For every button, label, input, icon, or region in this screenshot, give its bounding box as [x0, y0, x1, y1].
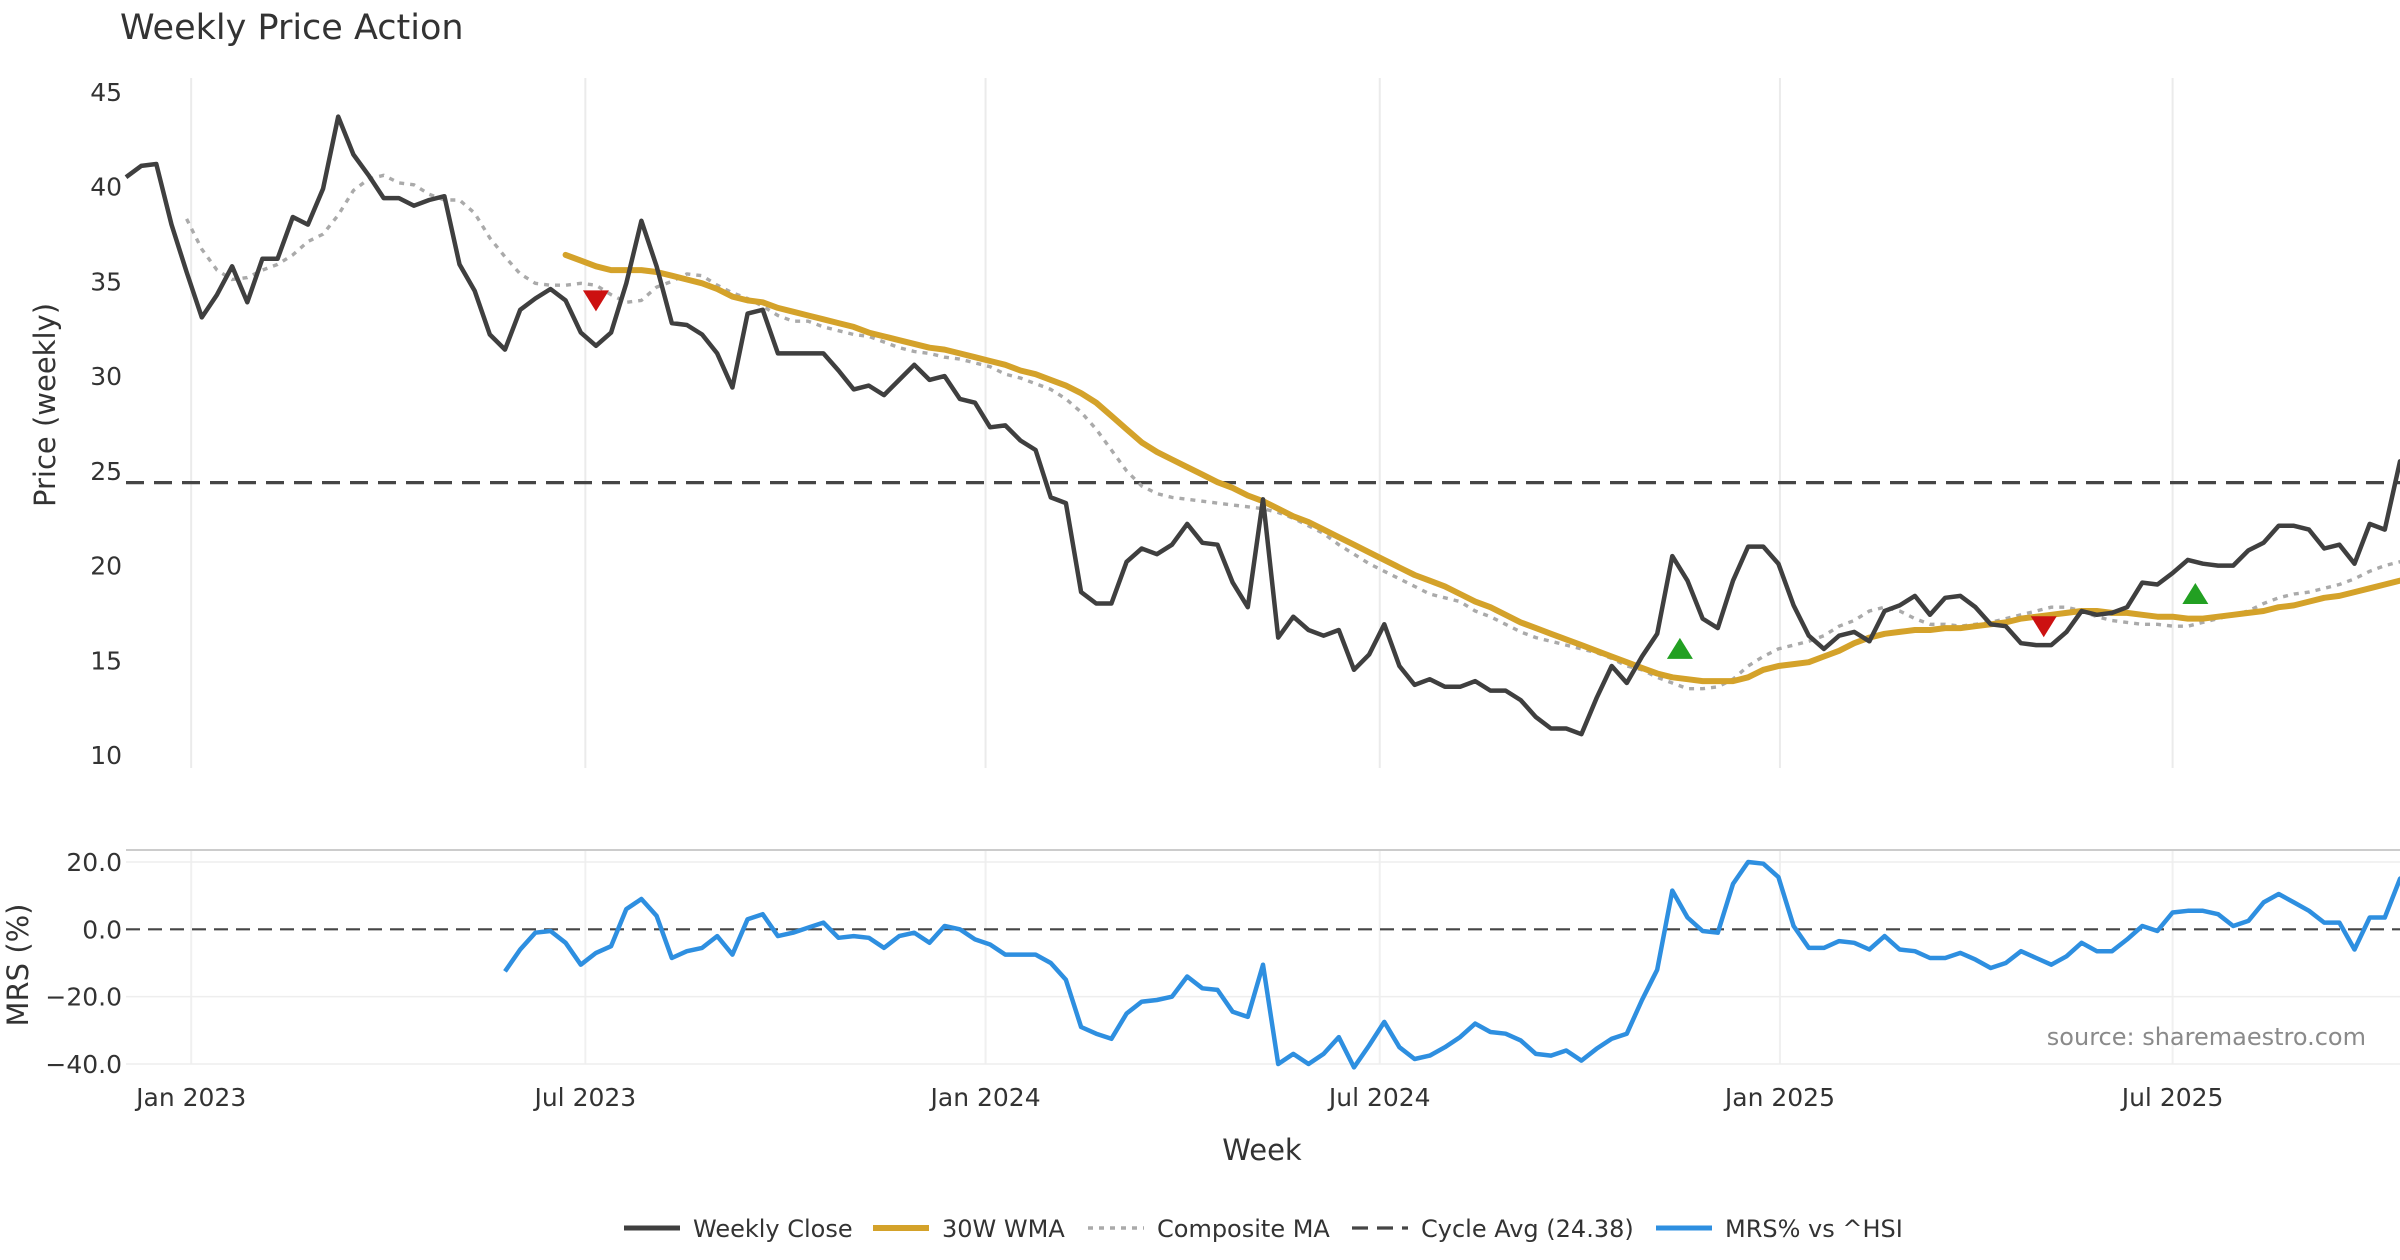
price-y-ticks: 10 15 20 25 30 35 40 45 [90, 78, 122, 770]
mrs-y-tick-label: 0.0 [82, 915, 122, 944]
sell-signal-marker [2030, 616, 2057, 638]
price-y-tick-label: 15 [90, 646, 122, 675]
x-ticks: Jan 2023 Jul 2023 Jan 2024 Jul 2024 Jan 2025… [134, 1083, 2223, 1112]
price-y-axis-title: Price (weekly) [28, 303, 62, 507]
signal-markers [582, 290, 2209, 659]
chart-title: Weekly Price Action [120, 8, 464, 48]
mrs-y-tick-label: −40.0 [45, 1050, 122, 1079]
composite-ma-line [185, 173, 2400, 691]
x-tick-label: Jan 2023 [134, 1083, 246, 1112]
source-note: source: sharemaestro.com [2047, 1023, 2366, 1051]
price-y-tick-label: 25 [90, 457, 122, 486]
x-tick-label: Jul 2023 [532, 1083, 636, 1112]
sell-signal-marker [582, 290, 609, 312]
x-tick-label: Jan 2024 [929, 1083, 1041, 1112]
mrs-y-axis-title: MRS (%) [1, 904, 35, 1027]
legend: Weekly Close 30W WMA Composite MA Cycle Avg… [624, 1215, 1903, 1243]
weekly-close-line [124, 114, 2400, 737]
price-y-tick-label: 40 [90, 173, 122, 202]
buy-signal-marker [2182, 582, 2209, 604]
price-y-tick-label: 35 [90, 267, 122, 296]
mrs-series [126, 859, 2400, 1070]
legend-label: Cycle Avg (24.38) [1421, 1215, 1634, 1243]
x-axis-title: Week [1222, 1133, 1302, 1167]
mrs-y-tick-label: −20.0 [45, 983, 122, 1012]
price-y-tick-label: 45 [90, 78, 122, 107]
mrs-y-ticks: 20.0 0.0 −20.0 −40.0 [45, 848, 122, 1079]
legend-label: Weekly Close [693, 1215, 853, 1243]
buy-signal-marker [1666, 637, 1693, 659]
mrs-gridlines [126, 850, 2400, 1065]
x-tick-label: Jul 2025 [2120, 1083, 2224, 1112]
x-tick-label: Jan 2025 [1723, 1083, 1835, 1112]
price-y-tick-label: 10 [90, 741, 122, 770]
price-y-tick-label: 30 [90, 362, 122, 391]
legend-label: MRS% vs ^HSI [1725, 1215, 1903, 1243]
x-tick-label: Jul 2024 [1327, 1083, 1431, 1112]
legend-label: Composite MA [1157, 1215, 1330, 1243]
price-series [124, 114, 2400, 737]
mrs-y-tick-label: 20.0 [66, 848, 122, 877]
price-y-tick-label: 20 [90, 552, 122, 581]
wma-30w-line [562, 251, 2400, 685]
legend-label: 30W WMA [942, 1215, 1065, 1243]
mrs-line [503, 859, 2400, 1070]
